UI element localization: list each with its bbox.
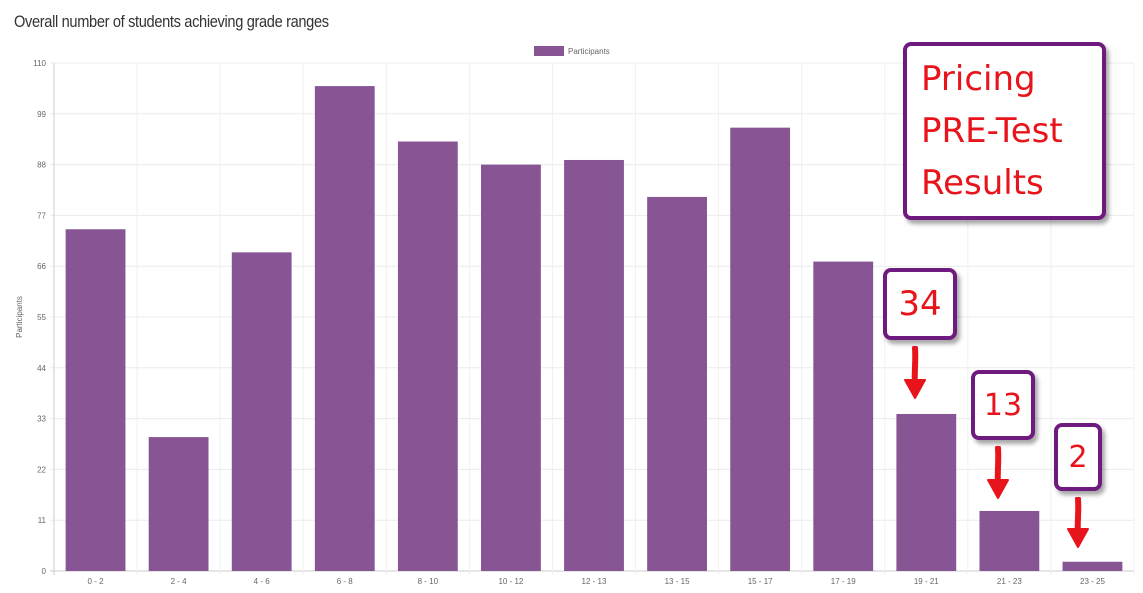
x-tick-label: 15 - 17 bbox=[748, 577, 773, 586]
bar-13-15[interactable] bbox=[647, 196, 707, 571]
pricing-pretest-results-box: Pricing PRE-Test Results bbox=[903, 42, 1106, 220]
x-tick-label: 23 - 25 bbox=[1080, 577, 1105, 586]
callout-23-25: 2 bbox=[1054, 423, 1102, 491]
bar-4-6[interactable] bbox=[231, 252, 292, 571]
arrow-down-icon bbox=[904, 346, 926, 399]
bar-12-13[interactable] bbox=[564, 159, 624, 571]
x-tick-label: 13 - 15 bbox=[665, 577, 690, 586]
x-tick-label: 17 - 19 bbox=[831, 577, 856, 586]
callout-19-21: 34 bbox=[883, 268, 957, 340]
bar-23-25[interactable] bbox=[1062, 561, 1123, 571]
bar-2-4[interactable] bbox=[148, 437, 209, 571]
y-tick-label: 66 bbox=[37, 262, 46, 271]
chart-bars bbox=[65, 86, 1123, 572]
bar-10-12[interactable] bbox=[481, 164, 541, 571]
x-tick-label: 6 - 8 bbox=[337, 577, 354, 586]
arrow-down-icon bbox=[1067, 497, 1089, 548]
y-tick-label: 11 bbox=[38, 516, 47, 525]
y-tick-label: 55 bbox=[37, 313, 46, 322]
y-tick-label: 88 bbox=[37, 161, 46, 170]
legend-swatch bbox=[534, 46, 564, 56]
y-tick-label: 99 bbox=[37, 110, 46, 119]
y-tick-label: 44 bbox=[37, 364, 46, 373]
x-tick-label: 8 - 10 bbox=[418, 577, 439, 586]
bar-15-17[interactable] bbox=[730, 127, 791, 572]
y-tick-label: 110 bbox=[33, 59, 46, 68]
y-tick-label: 22 bbox=[37, 465, 46, 474]
x-axis-labels: 0 - 2 2 - 4 4 - 6 6 - 8 8 - 10 10 - 12 12 - 13… bbox=[88, 577, 1106, 586]
x-tick-label: 19 - 21 bbox=[914, 577, 939, 586]
bar-21-23[interactable] bbox=[979, 510, 1040, 571]
y-axis-labels: 0 11 22 33 44 55 66 77 88 99 110 bbox=[33, 59, 46, 576]
x-tick-label: 21 - 23 bbox=[997, 577, 1022, 586]
bar-0-2[interactable] bbox=[65, 229, 126, 571]
y-tick-label: 33 bbox=[37, 415, 46, 424]
callout-21-23: 13 bbox=[971, 370, 1035, 440]
page-title: Overall number of students achieving gra… bbox=[14, 12, 329, 31]
chart-legend[interactable]: Participants bbox=[534, 46, 610, 56]
bar-19-21[interactable] bbox=[896, 413, 957, 571]
y-tick-label: 0 bbox=[42, 567, 47, 576]
x-tick-label: 12 - 13 bbox=[582, 577, 607, 586]
arrow-down-icon bbox=[987, 446, 1009, 499]
bar-17-19[interactable] bbox=[813, 261, 874, 571]
legend-label: Participants bbox=[568, 47, 610, 56]
x-tick-label: 2 - 4 bbox=[171, 577, 188, 586]
bar-6-8[interactable] bbox=[314, 86, 375, 571]
y-axis-title: Participants bbox=[15, 296, 24, 338]
x-tick-label: 4 - 6 bbox=[254, 577, 271, 586]
x-tick-label: 10 - 12 bbox=[498, 577, 523, 586]
x-tick-label: 0 - 2 bbox=[88, 577, 105, 586]
bar-8-10[interactable] bbox=[397, 141, 458, 571]
y-tick-label: 77 bbox=[37, 211, 46, 220]
